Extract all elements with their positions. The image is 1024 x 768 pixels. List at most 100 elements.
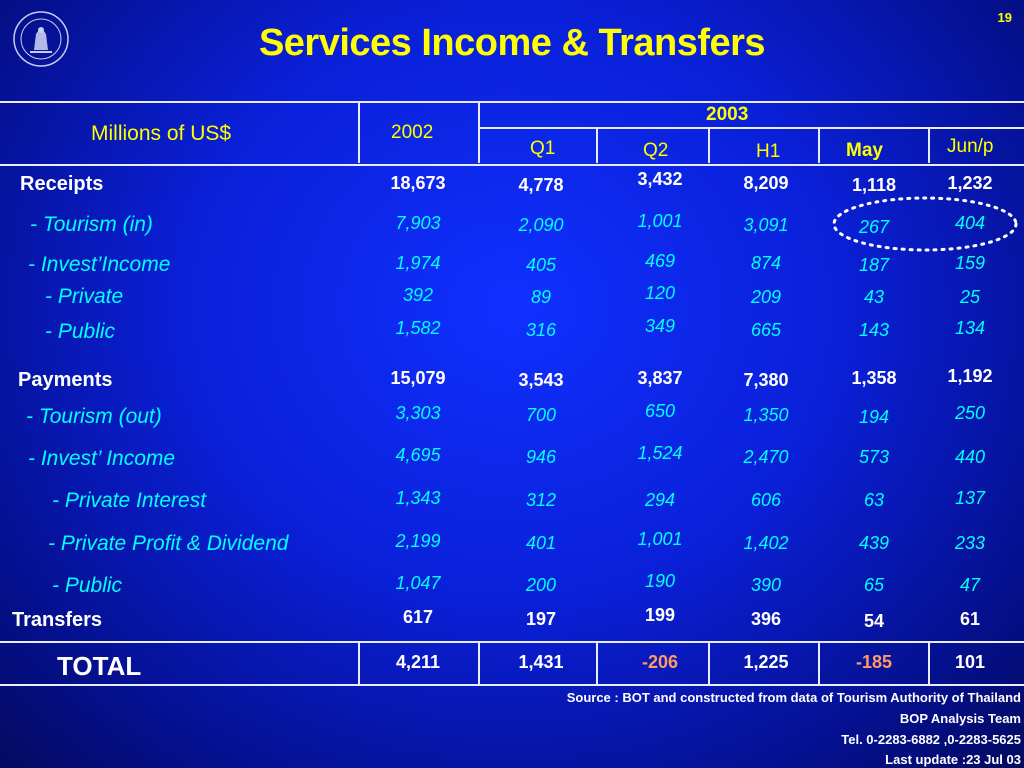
row-label-payments: Payments <box>18 369 113 391</box>
cell-invest-income-pay-q2: 1,524 <box>637 443 683 463</box>
cell-private-profit-2002: 2,199 <box>395 531 441 551</box>
cell-private-interest-jun: 137 <box>954 488 986 508</box>
cell-private-jun: 25 <box>959 287 981 307</box>
row-label-tourism-in: - Tourism (in) <box>30 213 153 236</box>
bank-seal-logo <box>13 11 69 67</box>
row-label-tourism-out: - Tourism (out) <box>26 405 162 428</box>
cell-payments-may: 1,358 <box>851 368 897 388</box>
total-top-border <box>0 641 1024 643</box>
row-label-invest-income-pay: - Invest’ Income <box>28 447 176 470</box>
row-label-receipts: Receipts <box>20 173 104 195</box>
row-label-private-interest: - Private Interest <box>52 489 207 512</box>
col-divider-label <box>358 643 360 684</box>
cell-tourism-out-q1: 700 <box>525 405 557 425</box>
row-label-total: TOTAL <box>57 651 142 681</box>
cell-payments-2002: 15,079 <box>390 368 446 388</box>
highlight-ellipse <box>832 196 1018 252</box>
cell-total-may: -185 <box>855 652 893 672</box>
cell-invest-income-pay-h1: 2,470 <box>743 447 789 467</box>
source-line-2: BOP Analysis Team <box>899 711 1021 726</box>
row-label-private: - Private <box>45 285 124 308</box>
cell-tourism-in-2002: 7,903 <box>395 213 441 233</box>
col-divider-q2 <box>708 643 710 684</box>
cell-invest-income-2002: 1,974 <box>395 253 441 273</box>
cell-receipts-2002: 18,673 <box>390 173 446 193</box>
cell-private-h1: 209 <box>750 287 782 307</box>
col-divider-2002 <box>478 643 480 684</box>
cell-total-h1: 1,225 <box>743 652 789 672</box>
table-bottom-border <box>0 684 1024 686</box>
h1-header: H1 <box>756 141 781 162</box>
cell-payments-q1: 3,543 <box>518 370 564 390</box>
cell-private-interest-may: 63 <box>863 490 885 510</box>
cell-payments-h1: 7,380 <box>743 370 789 390</box>
q1-header: Q1 <box>530 138 556 159</box>
cell-transfers-q2: 199 <box>644 605 676 625</box>
col-divider-q1 <box>596 127 598 163</box>
year-2002-header: 2002 <box>391 122 434 143</box>
cell-private-may: 43 <box>863 287 885 307</box>
row-label-transfers: Transfers <box>12 609 103 631</box>
row-label-public: - Public <box>45 320 116 343</box>
cell-transfers-2002: 617 <box>402 607 434 627</box>
cell-invest-income-q1: 405 <box>525 255 557 275</box>
cell-tourism-in-q1: 2,090 <box>518 215 564 235</box>
cell-total-q1: 1,431 <box>518 652 564 672</box>
cell-invest-income-may: 187 <box>858 255 890 275</box>
cell-receipts-q2: 3,432 <box>637 169 683 189</box>
cell-private-profit-jun: 233 <box>954 533 986 553</box>
cell-payments-jun: 1,192 <box>947 366 993 386</box>
cell-invest-income-pay-q1: 946 <box>525 447 557 467</box>
cell-public-pay-jun: 47 <box>959 575 981 595</box>
cell-tourism-in-jun: 404 <box>954 213 986 233</box>
year-2003-header: 2003 <box>706 104 749 125</box>
cell-private-interest-q1: 312 <box>525 490 557 510</box>
table-top-border <box>0 101 1024 103</box>
source-line-4: Last update :23 Jul 03 <box>885 752 1021 767</box>
cell-payments-q2: 3,837 <box>637 368 683 388</box>
cell-public-q1: 316 <box>525 320 557 340</box>
col-divider-2002 <box>478 101 480 163</box>
page-number: 19 <box>997 10 1012 25</box>
cell-private-profit-h1: 1,402 <box>743 533 789 553</box>
cell-invest-income-h1: 874 <box>750 253 782 273</box>
row-label-private-profit: - Private Profit & Dividend <box>48 532 289 555</box>
source-line-3: Tel. 0-2283-6882 ,0-2283-5625 <box>841 732 1021 747</box>
cell-private-profit-q2: 1,001 <box>637 529 683 549</box>
cell-public-pay-q2: 190 <box>644 571 676 591</box>
page-title: Services Income & Transfers <box>258 22 766 64</box>
cell-transfers-may: 54 <box>863 611 885 631</box>
cell-tourism-out-jun: 250 <box>954 403 986 423</box>
cell-public-pay-may: 65 <box>863 575 885 595</box>
col-divider-label <box>358 101 360 163</box>
cell-total-jun: 101 <box>954 652 986 672</box>
jun-header: Jun/p <box>947 136 994 157</box>
cell-transfers-h1: 396 <box>750 609 782 629</box>
unit-header: Millions of US$ <box>91 122 232 145</box>
col-divider-h1 <box>818 643 820 684</box>
source-line-1: Source : BOT and constructed from data o… <box>566 690 1021 705</box>
row-label-public-pay: - Public <box>52 574 123 597</box>
cell-tourism-out-2002: 3,303 <box>395 403 441 423</box>
cell-public-pay-q1: 200 <box>525 575 557 595</box>
cell-tourism-in-q2: 1,001 <box>637 211 683 231</box>
cell-private-interest-q2: 294 <box>644 490 676 510</box>
cell-receipts-q1: 4,778 <box>518 175 564 195</box>
cell-tourism-out-may: 194 <box>858 407 890 427</box>
cell-private-q2: 120 <box>644 283 676 303</box>
col-divider-h1 <box>818 127 820 163</box>
col-divider-q1 <box>596 643 598 684</box>
cell-transfers-q1: 197 <box>525 609 557 629</box>
cell-private-interest-h1: 606 <box>750 490 782 510</box>
may-header: May <box>846 140 883 161</box>
cell-transfers-jun: 61 <box>959 609 981 629</box>
cell-public-jun: 134 <box>954 318 986 338</box>
cell-public-2002: 1,582 <box>395 318 441 338</box>
cell-total-2002: 4,211 <box>395 652 441 672</box>
cell-public-q2: 349 <box>644 316 676 336</box>
cell-public-h1: 665 <box>750 320 782 340</box>
cell-private-2002: 392 <box>402 285 434 305</box>
cell-tourism-out-q2: 650 <box>644 401 676 421</box>
cell-public-pay-h1: 390 <box>750 575 782 595</box>
cell-receipts-h1: 8,209 <box>743 173 789 193</box>
